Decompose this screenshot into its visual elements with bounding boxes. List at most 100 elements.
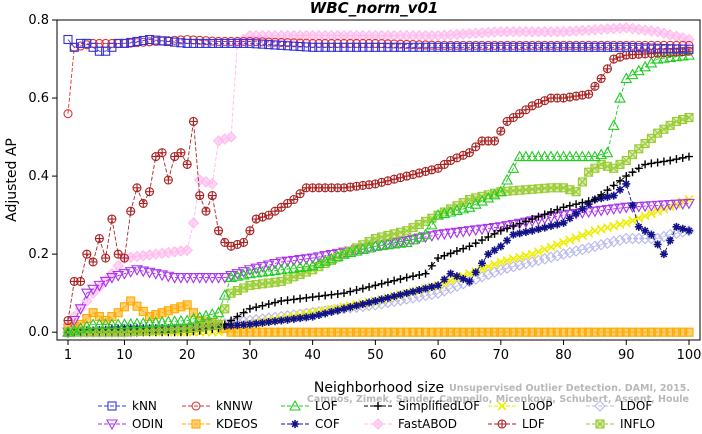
data-point <box>218 288 231 300</box>
data-point <box>496 42 506 52</box>
data-point <box>577 230 587 240</box>
data-point <box>151 35 161 45</box>
data-point <box>459 244 468 253</box>
data-point <box>119 302 130 312</box>
data-point <box>275 263 288 275</box>
data-point <box>665 44 675 54</box>
data-point <box>639 201 652 213</box>
data-point <box>200 273 212 284</box>
data-point <box>458 42 468 52</box>
data-point <box>658 230 670 243</box>
y-tick-label: 0.6 <box>28 91 49 106</box>
data-point <box>231 269 244 280</box>
data-point <box>225 131 237 143</box>
data-point <box>389 42 399 52</box>
data-point <box>182 38 192 48</box>
data-point <box>275 257 288 269</box>
data-point <box>352 301 361 310</box>
data-point <box>220 304 230 314</box>
data-point <box>308 312 317 321</box>
data-point <box>528 226 537 235</box>
data-point <box>99 276 112 288</box>
data-point <box>501 262 513 274</box>
data-point <box>471 42 481 52</box>
data-point <box>678 44 688 54</box>
data-point <box>432 287 444 299</box>
data-point <box>243 267 256 279</box>
data-point <box>641 226 650 235</box>
data-point <box>358 300 367 309</box>
data-point <box>87 318 100 329</box>
data-point <box>320 42 330 52</box>
data-point <box>507 260 520 273</box>
data-point <box>645 201 658 212</box>
data-point <box>440 160 449 169</box>
data-point <box>519 150 532 162</box>
data-point <box>256 265 269 277</box>
data-point <box>628 201 637 210</box>
y-axis: 0.0 0.2 0.4 0.6 0.8 <box>28 13 58 340</box>
data-point <box>232 38 242 48</box>
data-point <box>563 150 576 162</box>
data-point <box>614 203 626 215</box>
data-point <box>672 155 681 164</box>
data-point <box>607 119 620 130</box>
data-point <box>218 273 231 284</box>
data-point <box>351 42 362 52</box>
data-point <box>639 60 652 72</box>
data-point <box>440 251 449 260</box>
data-point <box>388 237 401 249</box>
data-point <box>577 177 587 187</box>
data-point <box>262 265 275 276</box>
data-point <box>666 236 675 245</box>
data-point <box>289 195 298 204</box>
data-point <box>508 42 518 52</box>
data-point <box>427 42 437 52</box>
data-point <box>664 200 677 211</box>
data-point <box>664 51 677 63</box>
data-point <box>271 207 279 216</box>
data-point <box>269 264 281 276</box>
data-point <box>607 235 620 248</box>
data-point <box>300 254 313 265</box>
data-point <box>433 42 443 52</box>
data-point <box>287 255 300 267</box>
data-point <box>170 152 179 161</box>
data-point <box>358 42 368 52</box>
legend-item-fastabod: FastABOD <box>364 417 457 431</box>
data-point <box>220 38 230 48</box>
data-point <box>176 148 185 157</box>
data-point <box>540 223 549 232</box>
data-point <box>582 150 595 162</box>
data-point <box>657 200 670 212</box>
data-point <box>482 223 495 235</box>
data-point <box>402 289 411 298</box>
data-point <box>471 142 480 151</box>
data-point <box>494 222 507 233</box>
data-point <box>678 224 687 233</box>
data-point <box>112 271 125 282</box>
data-point <box>640 211 650 221</box>
data-point <box>112 318 125 329</box>
data-point <box>489 42 500 52</box>
data-point <box>565 214 574 223</box>
data-point <box>212 273 225 284</box>
data-point <box>671 44 682 54</box>
data-point <box>477 42 487 52</box>
data-point <box>331 303 344 316</box>
data-point <box>168 273 181 284</box>
data-point <box>75 38 86 48</box>
data-point <box>540 244 550 255</box>
data-point <box>545 251 557 264</box>
data-point <box>595 419 605 429</box>
data-point <box>563 209 576 221</box>
data-point <box>614 91 626 103</box>
data-point <box>239 308 248 317</box>
data-point <box>446 42 456 52</box>
data-point <box>164 176 173 184</box>
data-point <box>685 152 693 161</box>
data-point <box>145 187 154 196</box>
data-point <box>374 402 382 410</box>
data-point <box>106 419 118 431</box>
data-point <box>478 259 486 268</box>
